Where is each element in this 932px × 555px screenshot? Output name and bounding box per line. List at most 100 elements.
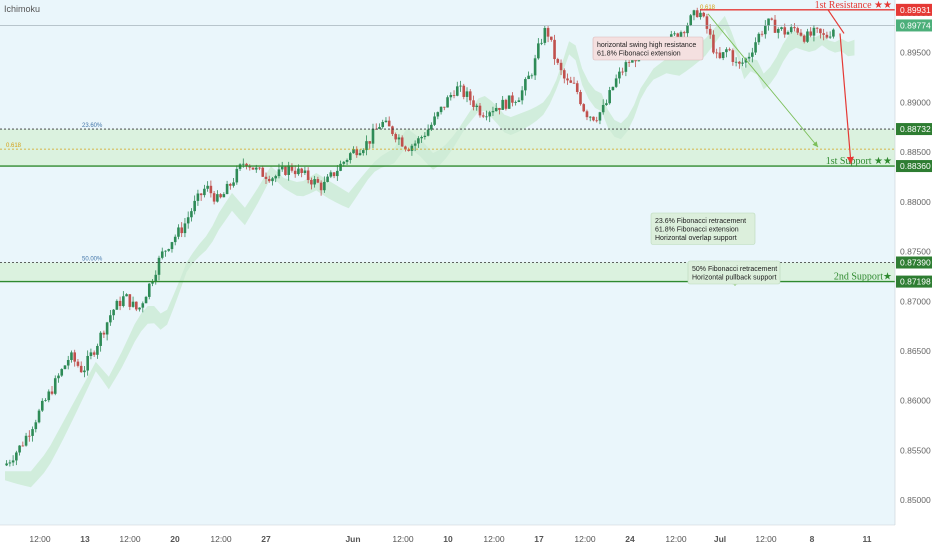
y-tick-label: 0.89000 [900,97,931,107]
candle-body [232,182,235,186]
candle-body [31,429,34,436]
price-tag-current[interactable]: 0.89774 [896,19,932,32]
candle-body [290,165,294,171]
candle-body [430,124,433,130]
candle-body [562,70,566,79]
candle-body [183,223,187,234]
candle-body [537,43,540,59]
candle-body [125,294,128,297]
candle-body [575,83,579,93]
candle-body [436,112,440,117]
support2-note: 50% Fibonacci retracement Horizontal pull… [687,260,781,285]
candle-body [274,176,278,179]
candle-body [15,452,18,461]
candle-body [361,150,365,154]
candle-body [504,99,508,109]
candle-body [11,460,15,463]
candle-body [501,99,504,110]
candle-body [18,445,21,453]
support1-note-line: Horizontal overlap support [655,235,737,242]
candle-body [601,104,605,113]
candle-body [553,39,556,60]
candle-body [793,27,796,29]
candle-body [245,163,248,167]
candle-body [605,103,608,105]
candle-body [384,120,388,122]
candle-body [342,161,346,164]
candle-body [815,27,819,29]
price-tag-1st Resistance[interactable]: 0.89931 [896,3,932,16]
arrow-red-drop [839,33,854,165]
candle-body [258,167,261,169]
candle-body [235,168,239,183]
candle-body [89,352,93,356]
support1-note-box [650,212,756,245]
support1-note-line: 23.6% Fibonacci retracement [655,218,746,225]
candle-body [514,101,517,103]
candle-body [550,36,553,40]
candle-body [692,10,696,16]
candle-body [206,185,209,189]
candle-body [186,217,190,224]
candle-body [177,227,180,237]
candle-body [76,361,80,366]
arrow-red-start [827,9,845,34]
candle-body [135,301,138,310]
x-tick-label: 12:00 [665,534,687,544]
level-label-2nd Support: 2nd Support★ [834,272,892,283]
candle-body [705,16,709,29]
candle-body [491,111,495,113]
candle-body [449,94,453,98]
candle-body [712,34,715,53]
candle-body [676,33,680,39]
candle-body [60,369,64,376]
candle-body [225,183,229,195]
fib-label-fib-23.6: 23.60% [82,123,103,129]
candle-body [323,181,326,191]
price-tag-2nd Support[interactable]: 0.87198 [896,275,932,288]
candle-body [715,52,718,54]
candle-body [332,172,336,177]
candle-body [439,106,443,113]
candle-body [494,108,498,112]
price-tag-1st Support[interactable]: 0.88360 [896,160,932,173]
candle-body [783,27,787,35]
candle-body [825,34,829,38]
candle-body [371,128,375,144]
candle-body [420,137,423,139]
candle-body [115,300,119,310]
candle-body [131,301,135,307]
price-tag-fib-50[interactable]: 0.87390 [896,256,932,269]
candle-body [63,365,67,370]
candle-body [443,106,446,108]
candle-body [329,172,333,177]
candle-body [478,105,482,116]
candle-body [802,35,806,42]
price-tag-fib-23.6[interactable]: 0.88732 [896,123,932,136]
candle-body [799,32,803,36]
candle-body [167,249,171,251]
candle-body [339,163,342,171]
candle-body [313,179,316,185]
candle-body [517,100,521,102]
candle-body [355,149,359,156]
x-tick-label: 12:00 [483,534,505,544]
candle-body [796,28,800,33]
candle-body [209,185,213,194]
candle-body [459,85,462,87]
y-tick-label: 0.86000 [900,396,931,406]
fib-label-fib-50: 50.00% [82,257,103,263]
candle-body [164,250,167,252]
candle-body [381,121,385,128]
candle-body [261,167,265,177]
candle-body [57,375,60,379]
level-label-1st Resistance: 1st Resistance ★★ [815,0,892,11]
candle-body [407,149,410,151]
candle-body [151,281,154,284]
candle-body [627,62,631,63]
candle-body [433,116,436,125]
x-tick-label: 12:00 [755,534,777,544]
candle-body [786,32,790,35]
